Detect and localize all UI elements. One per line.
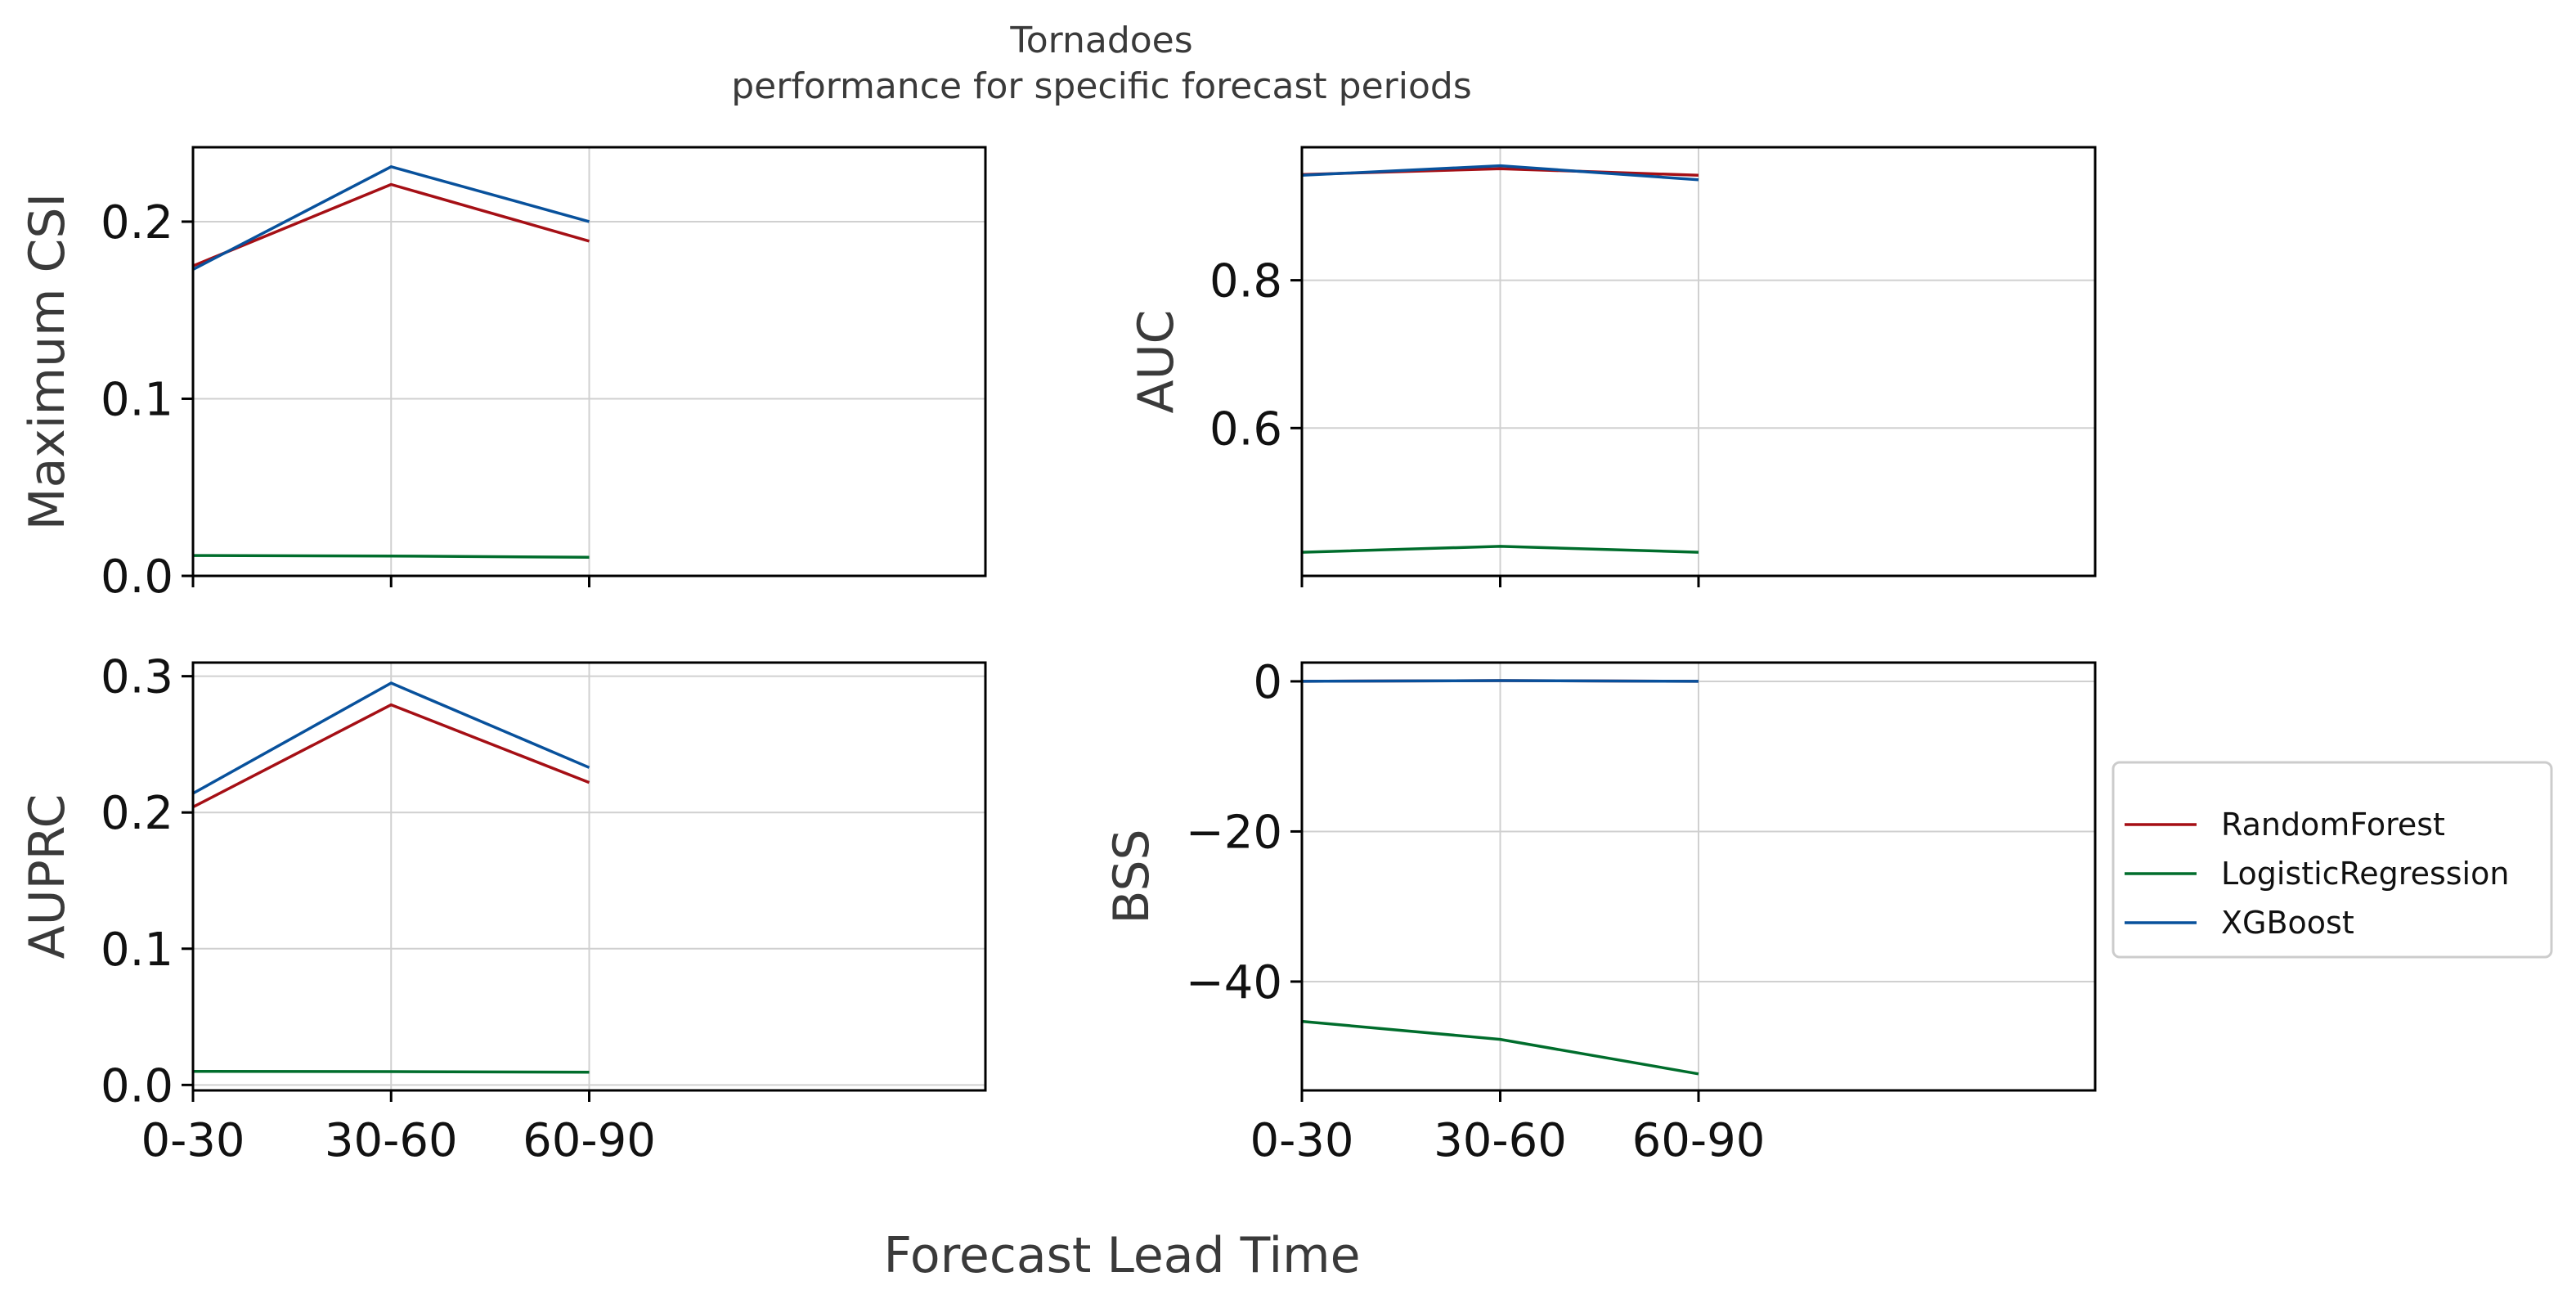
- legend-label-xgboost: XGBoost: [2221, 905, 2354, 941]
- panel-bss: −40 −20 0 0-30 30-60 60-90 BSS: [1103, 656, 2097, 1167]
- figure-title-line1: Tornadoes: [1009, 20, 1192, 61]
- bss-axes-frame: [1300, 661, 2097, 1092]
- auprc-series-xgboost: [192, 681, 590, 795]
- csi-series-xgboost: [192, 165, 590, 271]
- panel-auprc: 0.0 0.1 0.2 0.3 0-30 30-60 60-90 AUPRC: [19, 651, 987, 1167]
- auprc-xtick-label: 0-30: [141, 1114, 245, 1167]
- auprc-ytick-label: 0.0: [101, 1059, 173, 1112]
- csi-ytick-label: 0.2: [101, 196, 173, 249]
- csi-series-randomforest: [192, 182, 590, 267]
- legend: RandomForest LogisticRegression XGBoost: [2112, 761, 2553, 959]
- legend-label-logisticregression: LogisticRegression: [2221, 856, 2509, 892]
- figure-title-line2: performance for specific forecast period…: [731, 65, 1472, 107]
- csi-ytick-label: 0.1: [101, 373, 173, 426]
- auprc-xtick-label: 30-60: [325, 1114, 458, 1167]
- bss-series-logisticregression: [1301, 1019, 1699, 1076]
- legend-label-randomforest: RandomForest: [2221, 807, 2445, 843]
- bss-ytick-label: −40: [1186, 956, 1282, 1009]
- auc-y-axis-label: AUC: [1128, 310, 1185, 414]
- auprc-series-randomforest: [192, 703, 590, 809]
- auc-axes-frame: [1300, 146, 2097, 578]
- bss-xtick-label: 30-60: [1434, 1114, 1567, 1167]
- legend-items: RandomForest LogisticRegression XGBoost: [2125, 807, 2509, 941]
- auprc-ytick-label: 0.1: [101, 924, 173, 977]
- legend-frame: [2112, 761, 2553, 959]
- auc-ytick-label: 0.6: [1209, 402, 1282, 456]
- auprc-xtick-label: 60-90: [523, 1114, 656, 1167]
- auc-series-xgboost: [1301, 164, 1699, 182]
- csi-series-logisticregression: [192, 554, 590, 560]
- bss-ytick-label: 0: [1253, 656, 1282, 709]
- auprc-ytick-label: 0.3: [101, 651, 173, 704]
- csi-y-axis-label: Maximum CSI: [19, 193, 76, 530]
- csi-ytick-label: 0.0: [101, 551, 173, 604]
- bss-xtick-label: 0-30: [1250, 1114, 1353, 1167]
- panel-maximum-csi: 0.0 0.1 0.2 Maximum CSI: [19, 146, 987, 604]
- csi-axes-frame: [191, 146, 987, 578]
- auc-ytick-label: 0.8: [1209, 255, 1282, 308]
- auprc-ytick-label: 0.2: [101, 787, 173, 840]
- bss-y-axis-label: BSS: [1103, 829, 1160, 924]
- panel-auc: 0.6 0.8 AUC: [1128, 146, 2097, 587]
- auc-series-logisticregression: [1301, 545, 1699, 554]
- auprc-axes-frame: [191, 661, 987, 1092]
- bss-xtick-label: 60-90: [1632, 1114, 1766, 1167]
- auprc-y-axis-label: AUPRC: [19, 794, 76, 960]
- x-axis-label: Forecast Lead Time: [883, 1227, 1360, 1284]
- bss-ytick-label: −20: [1186, 806, 1282, 859]
